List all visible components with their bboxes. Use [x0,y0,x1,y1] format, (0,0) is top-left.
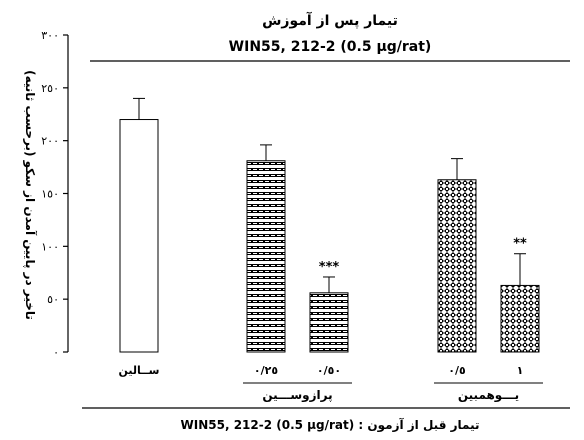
bars [119,119,540,353]
category-label: ٠/٥٠ [317,364,341,377]
y-axis-label: تاخیر در پایین آمدن از سکو (برحسب ثانیه) [22,70,38,320]
group-labels: پرازوســـین یـــوهمبین [243,382,543,403]
category-label: ٠/٢٥ [254,364,278,377]
y-tick-label: ٢٥٠ [41,82,59,95]
chart-subtitle: WIN55, 212-2 (0.5 µg/rat) [229,39,432,55]
y-tick-label: ١٥٠ [41,188,59,201]
bar [309,292,349,353]
category-label: ســالین [119,364,160,377]
category-label: ١ [517,364,524,377]
y-tick-label: ١٠٠ [41,240,59,253]
chart-title: تیمار پس از آموزش [262,11,398,29]
category-labels: ســالین ٠/٢٥ ٠/٥٠ ٠/٥ ١ [119,364,524,377]
bar [437,179,477,353]
y-tick-label: ٢٠٠ [41,135,59,148]
group-label: پرازوســـین [262,388,332,403]
bar [119,119,159,353]
y-tick-label: ٠ [53,346,59,359]
significance-label: ** [513,237,527,252]
error-bars [133,97,526,293]
significance-label: *** [319,260,340,275]
significance-labels: ***** [319,237,527,275]
group-label: یـــوهمبین [458,388,519,403]
x-axis-label: WIN55, 212-2 (0.5 µg/rat) : تیمار قبل از… [181,417,480,433]
y-ticks: ٠ ٥٠ ١٠٠ ١٥٠ ٢٠٠ ٢٥٠ ٣٠٠ [41,29,68,359]
y-tick-label: ٥٠ [47,293,59,306]
bar [246,160,286,353]
y-tick-label: ٣٠٠ [41,29,59,42]
category-label: ٠/٥ [448,364,466,377]
bar [500,284,540,353]
